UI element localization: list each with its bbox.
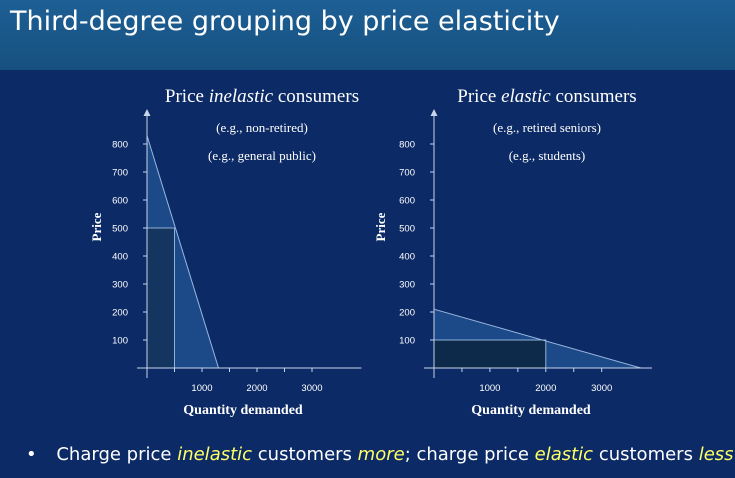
x-tick-label: 2000 <box>535 383 556 394</box>
title-bar: Third-degree grouping by price elasticit… <box>0 0 735 70</box>
chart-elastic: Price elastic consumers (e.g., retired s… <box>373 86 653 418</box>
bullet-text-4: customers <box>593 444 699 465</box>
y-axis-label: Price <box>89 212 104 241</box>
y-tick-label: 700 <box>112 168 128 179</box>
chart-subtitle-1: (e.g., non-retired) <box>216 120 308 135</box>
takeaway-bullet: • Charge price inelastic customers more;… <box>26 444 734 465</box>
chart-title-elastic: Price elastic consumers <box>457 86 636 107</box>
y-axis-arrow <box>430 109 438 116</box>
y-tick-label: 800 <box>112 140 128 151</box>
highlight-more: more <box>357 444 405 465</box>
x-axis-label: Quantity demanded <box>471 403 591 418</box>
x-tick-label: 3000 <box>301 383 322 394</box>
y-tick-label: 400 <box>112 252 128 263</box>
y-tick-label: 800 <box>399 140 415 151</box>
chart-subtitle-1: (e.g., retired seniors) <box>493 120 601 135</box>
bullet-text-3: ; charge price <box>404 444 535 465</box>
x-tick-label: 3000 <box>591 383 612 394</box>
highlight-inelastic: inelastic <box>177 444 253 465</box>
demand-curve <box>433 308 641 369</box>
bullet-text-1: Charge price <box>56 444 178 465</box>
y-tick-label: 500 <box>112 224 128 235</box>
y-tick-label: 500 <box>399 224 415 235</box>
x-tick-label: 1000 <box>479 383 500 394</box>
chart-subtitle-2: (e.g., students) <box>509 148 586 163</box>
y-axis-label: Price <box>373 212 388 241</box>
y-tick-label: 600 <box>399 196 415 207</box>
x-tick-label: 1000 <box>191 383 212 394</box>
bullet-text-2: customers <box>252 444 358 465</box>
bullet-marker: • <box>26 444 37 465</box>
y-tick-label: 200 <box>112 308 128 319</box>
y-tick-label: 100 <box>399 336 415 347</box>
highlight-less: less <box>698 444 734 465</box>
y-tick-label: 300 <box>399 280 415 291</box>
charts-area: Price inelastic consumers (e.g., non-ret… <box>89 86 653 418</box>
revenue-rectangle <box>146 227 175 369</box>
y-tick-label: 300 <box>112 280 128 291</box>
revenue-rectangle <box>433 339 547 369</box>
y-tick-label: 700 <box>399 168 415 179</box>
x-axis-label: Quantity demanded <box>183 403 303 418</box>
x-tick-label: 2000 <box>246 383 267 394</box>
y-tick-label: 600 <box>112 196 128 207</box>
y-tick-label: 400 <box>399 252 415 263</box>
highlight-elastic: elastic <box>534 444 594 465</box>
y-axis-arrow <box>143 109 151 116</box>
chart-title-inelastic: Price inelastic consumers <box>165 86 359 107</box>
chart-inelastic: Price inelastic consumers (e.g., non-ret… <box>89 86 362 418</box>
chart-subtitle-2: (e.g., general public) <box>208 148 316 163</box>
y-tick-label: 100 <box>112 336 128 347</box>
y-tick-label: 200 <box>399 308 415 319</box>
demand-curve <box>146 135 219 369</box>
slide-title: Third-degree grouping by price elasticit… <box>10 6 560 37</box>
